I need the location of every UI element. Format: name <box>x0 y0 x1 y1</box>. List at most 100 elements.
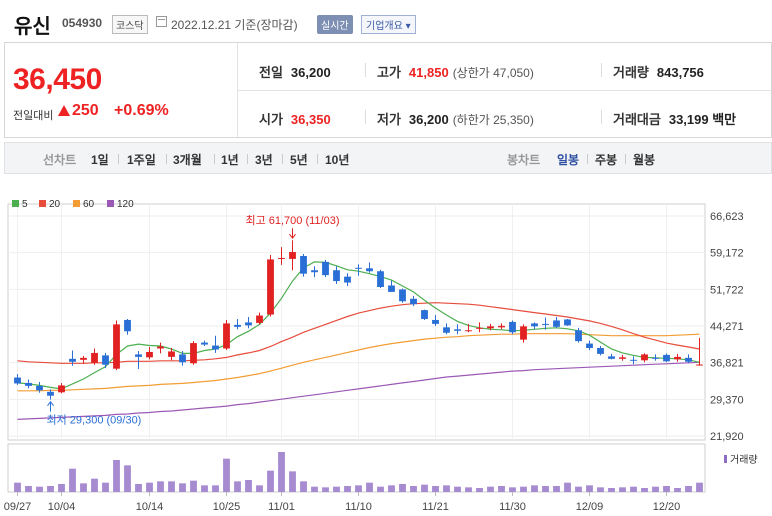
volume-bar <box>289 471 296 492</box>
volume-bar <box>223 458 230 492</box>
legend-label: 5 <box>22 199 28 210</box>
volume-bar <box>608 488 615 492</box>
legend-swatch <box>107 200 114 207</box>
candle-body <box>135 354 142 357</box>
candle-chart-tab[interactable]: 봉차트 <box>507 153 541 167</box>
candle-body <box>443 327 450 333</box>
max-arrowhead <box>289 233 296 240</box>
amount-value: 33,199 백만 <box>668 112 737 127</box>
x-tick-label: 09/27 <box>4 501 32 513</box>
y-tick-label: 44,271 <box>710 321 744 333</box>
y-tick-label: 21,920 <box>710 431 744 443</box>
candle-body <box>454 329 461 331</box>
high-value: 41,850 <box>408 65 449 80</box>
candle-body <box>344 276 351 283</box>
period-1y[interactable]: 1년 <box>221 153 239 167</box>
line-chart-tab[interactable]: 선차트 <box>43 153 77 167</box>
volume-bar <box>212 485 219 492</box>
period-10y[interactable]: 10년 <box>325 153 350 167</box>
candle-body <box>190 343 197 364</box>
volume-bar <box>234 481 241 492</box>
volume-bar <box>432 486 439 492</box>
volume-legend-swatch <box>724 455 727 463</box>
divider <box>237 43 238 137</box>
volume-bar <box>333 486 340 492</box>
x-tick-label: 11/01 <box>268 501 295 513</box>
volume-bar <box>190 480 197 492</box>
volume-bar <box>102 482 109 492</box>
prev-close-value: 36,200 <box>290 65 331 80</box>
candle-body <box>289 252 296 259</box>
candle-body <box>388 285 395 292</box>
current-price: 36,450 <box>13 63 102 96</box>
candle-body <box>498 325 505 328</box>
volume-bar <box>509 487 516 492</box>
candle-body <box>553 320 560 327</box>
high-cell: 고가 41,850 (상한가 47,050) <box>377 62 534 81</box>
period-1w[interactable]: 1주일 <box>127 153 156 167</box>
base-date: 2022.12.21 기준(장마감) <box>171 18 298 32</box>
legend-swatch <box>39 200 46 207</box>
candle-body <box>355 267 362 269</box>
quote-panel: 36,450 전일대비 250 +0.69% 전일 36,200 고가 41,850… <box>4 42 772 138</box>
company-info-dropdown[interactable]: 기업개요 ▾ <box>361 15 416 34</box>
volume-bar <box>597 487 604 492</box>
candle-body <box>410 298 417 305</box>
y-tick-label: 51,722 <box>710 284 744 296</box>
lower-limit: (하한가 25,350) <box>452 113 534 127</box>
volume-bar <box>454 486 461 492</box>
candle-body <box>487 326 494 329</box>
x-tick-label: 11/21 <box>422 501 449 513</box>
candle-body <box>465 330 472 332</box>
volume-bar <box>685 486 692 492</box>
volume-legend-label: 거래량 <box>730 454 758 466</box>
candle-body <box>575 330 582 342</box>
volume-bar <box>135 484 142 492</box>
candle-monthly[interactable]: 월봉 <box>633 153 656 167</box>
volume-bar <box>630 486 637 492</box>
x-tick-label: 11/10 <box>345 501 372 513</box>
realtime-button[interactable]: 실시간 <box>317 15 353 34</box>
x-tick-label: 12/09 <box>576 501 604 513</box>
candle-body <box>36 385 43 391</box>
price-plot-frame <box>7 203 706 441</box>
volume-bar <box>311 486 318 492</box>
change-percent: +0.69% <box>114 102 169 119</box>
volume-bar <box>586 485 593 492</box>
candle-body <box>608 356 615 359</box>
volume-value: 843,756 <box>656 65 704 80</box>
candle-body <box>256 315 263 323</box>
candle-daily[interactable]: 일봉 <box>557 153 580 167</box>
volume-bar <box>322 487 329 492</box>
period-3m[interactable]: 3개월 <box>173 153 202 167</box>
candle-weekly[interactable]: 주봉 <box>595 153 618 167</box>
candle-body <box>223 323 230 349</box>
volume-bar <box>564 482 571 492</box>
volume-bar <box>245 480 252 492</box>
period-5y[interactable]: 5년 <box>290 153 308 167</box>
volume-bar <box>14 482 21 492</box>
calendar-icon <box>156 16 167 27</box>
volume-bar <box>487 486 494 492</box>
candle-body <box>399 289 406 302</box>
volume-cell: 거래량 843,756 <box>613 62 704 81</box>
candle-body <box>619 357 626 359</box>
period-1d[interactable]: 1일 <box>91 153 109 167</box>
volume-bar <box>619 487 626 492</box>
candle-body <box>25 382 32 386</box>
volume-bar <box>146 482 153 492</box>
candle-body <box>520 326 527 340</box>
candle-body <box>146 351 153 358</box>
period-3y[interactable]: 3년 <box>255 153 273 167</box>
candle-body <box>102 355 109 365</box>
volume-bar <box>25 486 32 492</box>
volume-bar <box>465 487 472 492</box>
up-triangle-icon <box>58 105 70 116</box>
candle-body <box>432 319 439 324</box>
volume-bar <box>641 488 648 492</box>
candle-body <box>212 345 219 350</box>
volume-bar <box>399 484 406 492</box>
price-chart[interactable]: 66,623 59,172 51,722 44,271 36,821 29,370 21,9… <box>0 180 772 516</box>
separator <box>118 154 119 164</box>
amount-cell: 거래대금 33,199 백만 <box>613 109 736 128</box>
